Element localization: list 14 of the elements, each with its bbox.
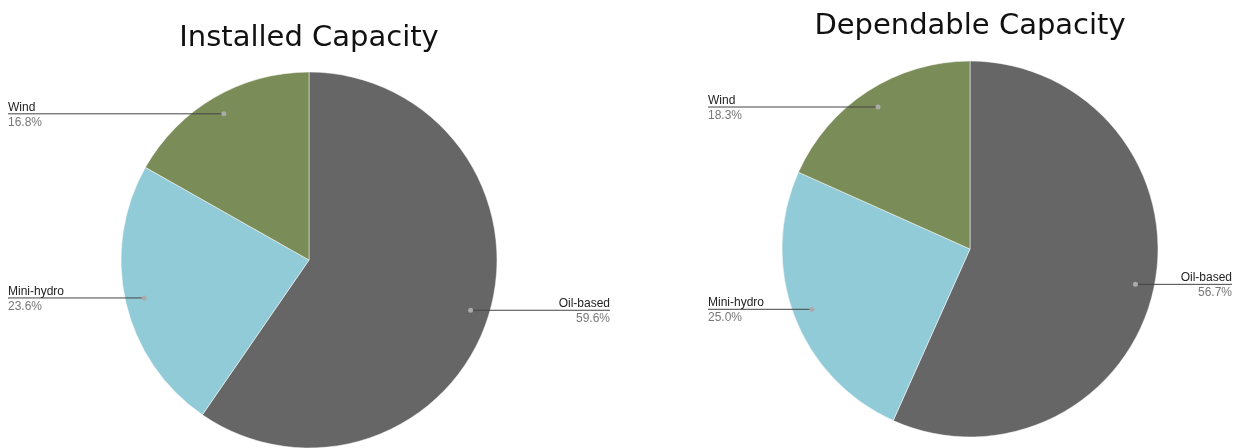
data-label: 18.3%	[708, 108, 743, 122]
slice-label: Wind	[708, 93, 736, 107]
slice-label: Mini-hydro	[708, 295, 765, 310]
slice-label: Mini-hydro	[8, 283, 65, 298]
data-label: 25.0%	[708, 310, 743, 325]
chart-title: Installed Capacity	[179, 19, 439, 53]
data-label: 16.8%	[8, 114, 43, 129]
slice-label: Oil-based	[1180, 270, 1232, 285]
slice-label: Oil-based	[558, 296, 610, 311]
slice-label: Wind	[8, 99, 36, 114]
data-label: 23.6%	[8, 298, 43, 313]
data-label: 56.7%	[1197, 285, 1233, 300]
data-label: 59.6%	[575, 311, 611, 326]
chart-title: Dependable Capacity	[814, 7, 1126, 41]
